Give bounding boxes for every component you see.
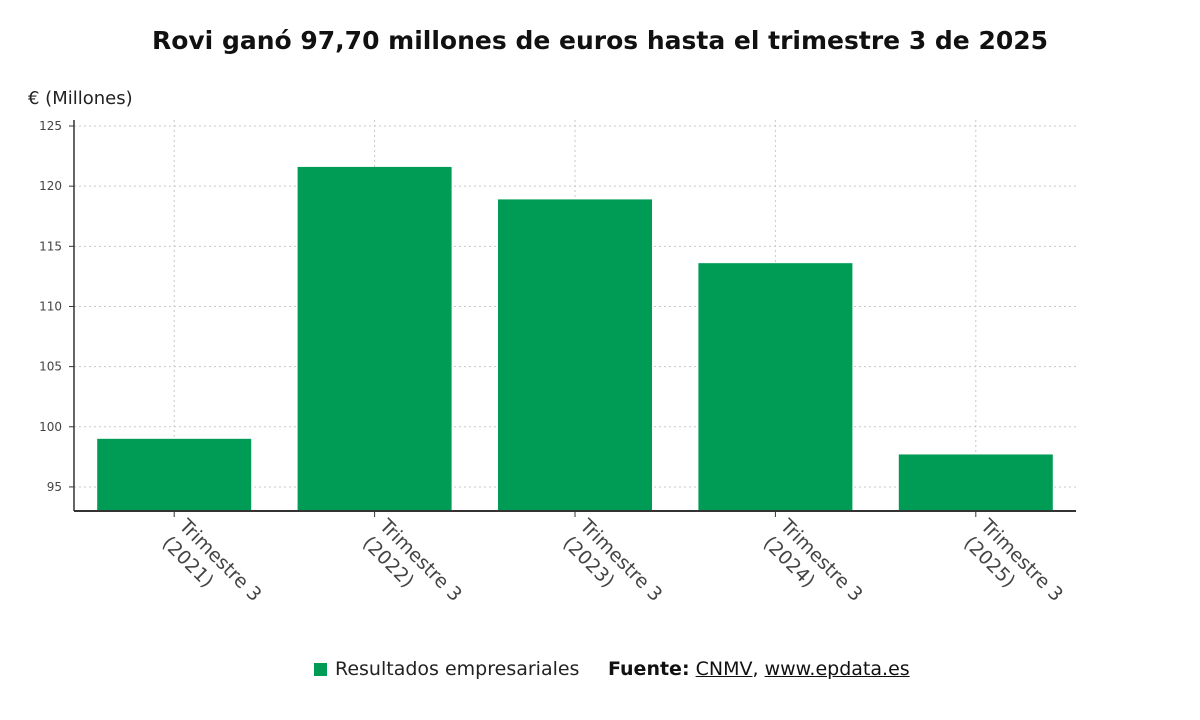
source-link-cnmv[interactable]: CNMV — [695, 658, 753, 680]
bar — [97, 438, 252, 511]
axes-layer — [69, 120, 1076, 517]
y-axis-label: € (Millones) — [28, 88, 133, 109]
y-tick-label: 120 — [39, 179, 62, 193]
x-tick-label-group: Trimestre 3(2022) — [358, 514, 466, 606]
source: Fuente: CNMV, www.epdata.es — [608, 658, 910, 680]
bar — [698, 263, 853, 511]
source-label: Fuente: — [608, 658, 690, 680]
bar — [898, 454, 1053, 511]
source-link-epdata[interactable]: www.epdata.es — [764, 658, 910, 680]
x-tick-label-group: Trimestre 3(2024) — [759, 514, 867, 606]
y-tick-label: 100 — [39, 420, 62, 434]
x-tick-label-group: Trimestre 3(2025) — [959, 514, 1067, 606]
legend: Resultados empresariales — [314, 658, 579, 680]
y-tick-label: 105 — [39, 360, 62, 374]
source-separator: , — [752, 658, 759, 680]
bars-layer — [97, 166, 1053, 512]
bar — [297, 166, 452, 512]
legend-swatch — [314, 662, 327, 676]
legend-label: Resultados empresariales — [335, 658, 580, 680]
x-tick-label-group: Trimestre 3(2023) — [558, 514, 666, 606]
y-tick-label: 95 — [47, 480, 62, 494]
x-tick-label-group: Trimestre 3(2021) — [158, 514, 266, 606]
y-tick-label: 125 — [39, 119, 62, 133]
chart-title: Rovi ganó 97,70 millones de euros hasta … — [151, 26, 1049, 55]
y-tick-label: 110 — [39, 299, 62, 313]
bar — [498, 199, 652, 511]
y-tick-label: 115 — [39, 239, 62, 253]
